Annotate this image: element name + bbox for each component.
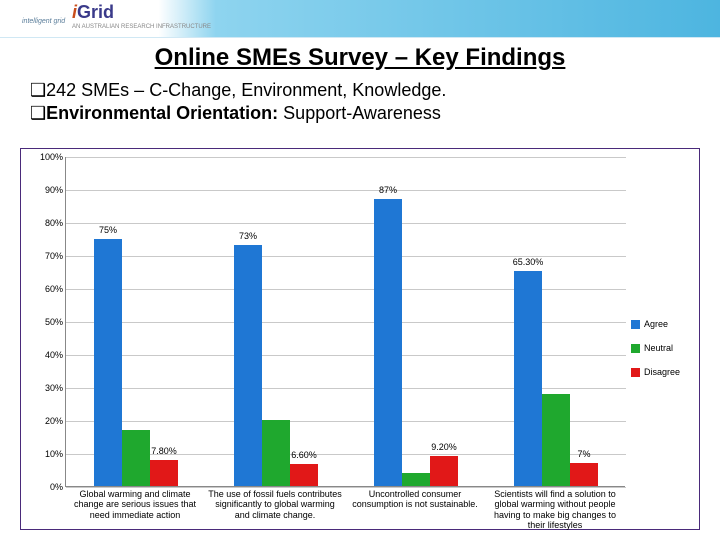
bar-group: 87% 9.20% [346,199,486,486]
y-tick-label: 30% [27,383,63,393]
y-tick-label: 50% [27,317,63,327]
legend-swatch [631,368,640,377]
bar-value-label: 7% [559,449,609,459]
bar-value-label: 9.20% [419,442,469,452]
bullets: ❑242 SMEs – C-Change, Environment, Knowl… [30,80,690,124]
bar-agree: 87% [374,199,402,486]
logo-tagline: intelligent grid [22,18,65,25]
bar-value-label: 75% [83,225,133,235]
bullet-square-icon: ❑ [30,103,46,123]
page-title: Online SMEs Survey – Key Findings [0,44,720,72]
y-tick-label: 70% [27,251,63,261]
logo: iGrid [72,2,114,23]
gridline [66,487,626,488]
legend-label: Agree [644,319,668,329]
bar-group: 65.30% 7% [486,271,626,486]
bar-value-label: 7.80% [139,446,189,456]
legend-label: Neutral [644,343,673,353]
bar-neutral [542,394,570,486]
bullet-square-icon: ❑ [30,80,46,100]
y-tick-label: 0% [27,482,63,492]
gridline [66,190,626,191]
logo-text: Grid [77,2,114,22]
logo-subtitle: AN AUSTRALIAN RESEARCH INFRASTRUCTURE [72,24,211,30]
bar-value-label: 6.60% [279,450,329,460]
bar-disagree: 6.60% [290,464,318,486]
y-tick-label: 80% [27,218,63,228]
bar-agree: 65.30% [514,271,542,486]
legend-item: Neutral [631,343,693,353]
y-tick-label: 90% [27,185,63,195]
bar-group: 73% 6.60% [206,245,346,486]
y-tick-label: 10% [27,449,63,459]
chart-container: 75% 7.80% 73% 6.60% 87% 9.20% 65.30% 7% 0% 10% 20… [20,148,700,530]
bar-neutral [402,473,430,486]
y-tick-label: 60% [27,284,63,294]
y-tick-label: 20% [27,416,63,426]
bar-disagree: 9.20% [430,456,458,486]
gridline [66,157,626,158]
bar-disagree: 7.80% [150,460,178,486]
bullet-1: ❑242 SMEs – C-Change, Environment, Knowl… [30,80,690,101]
bullet-1-text: 242 SMEs – C-Change, Environment, Knowle… [46,80,446,100]
bar-agree: 75% [94,239,122,487]
bar-value-label: 73% [223,231,273,241]
bar-neutral [122,430,150,486]
bar-value-label: 87% [363,185,413,195]
bar-value-label: 65.30% [503,257,553,267]
y-tick-label: 40% [27,350,63,360]
category-label: Global warming and climate change are se… [65,489,205,520]
legend-label: Disagree [644,367,680,377]
legend-swatch [631,344,640,353]
bullet-2-rest: Support-Awareness [278,103,441,123]
y-tick-label: 100% [27,152,63,162]
legend: Agree Neutral Disagree [631,319,693,391]
category-label: The use of fossil fuels contributes sign… [205,489,345,520]
bullet-2: ❑Environmental Orientation: Support-Awar… [30,103,690,124]
bullet-2-bold: Environmental Orientation: [46,103,278,123]
legend-swatch [631,320,640,329]
bar-agree: 73% [234,245,262,486]
legend-item: Agree [631,319,693,329]
category-label: Uncontrolled consumer consumption is not… [345,489,485,510]
plot-area: 75% 7.80% 73% 6.60% 87% 9.20% 65.30% 7% [65,157,625,487]
legend-item: Disagree [631,367,693,377]
header-bar: intelligent grid iGrid AN AUSTRALIAN RES… [0,0,720,38]
category-label: Scientists will find a solution to globa… [485,489,625,530]
bar-disagree: 7% [570,463,598,486]
bar-group: 75% 7.80% [66,239,206,487]
